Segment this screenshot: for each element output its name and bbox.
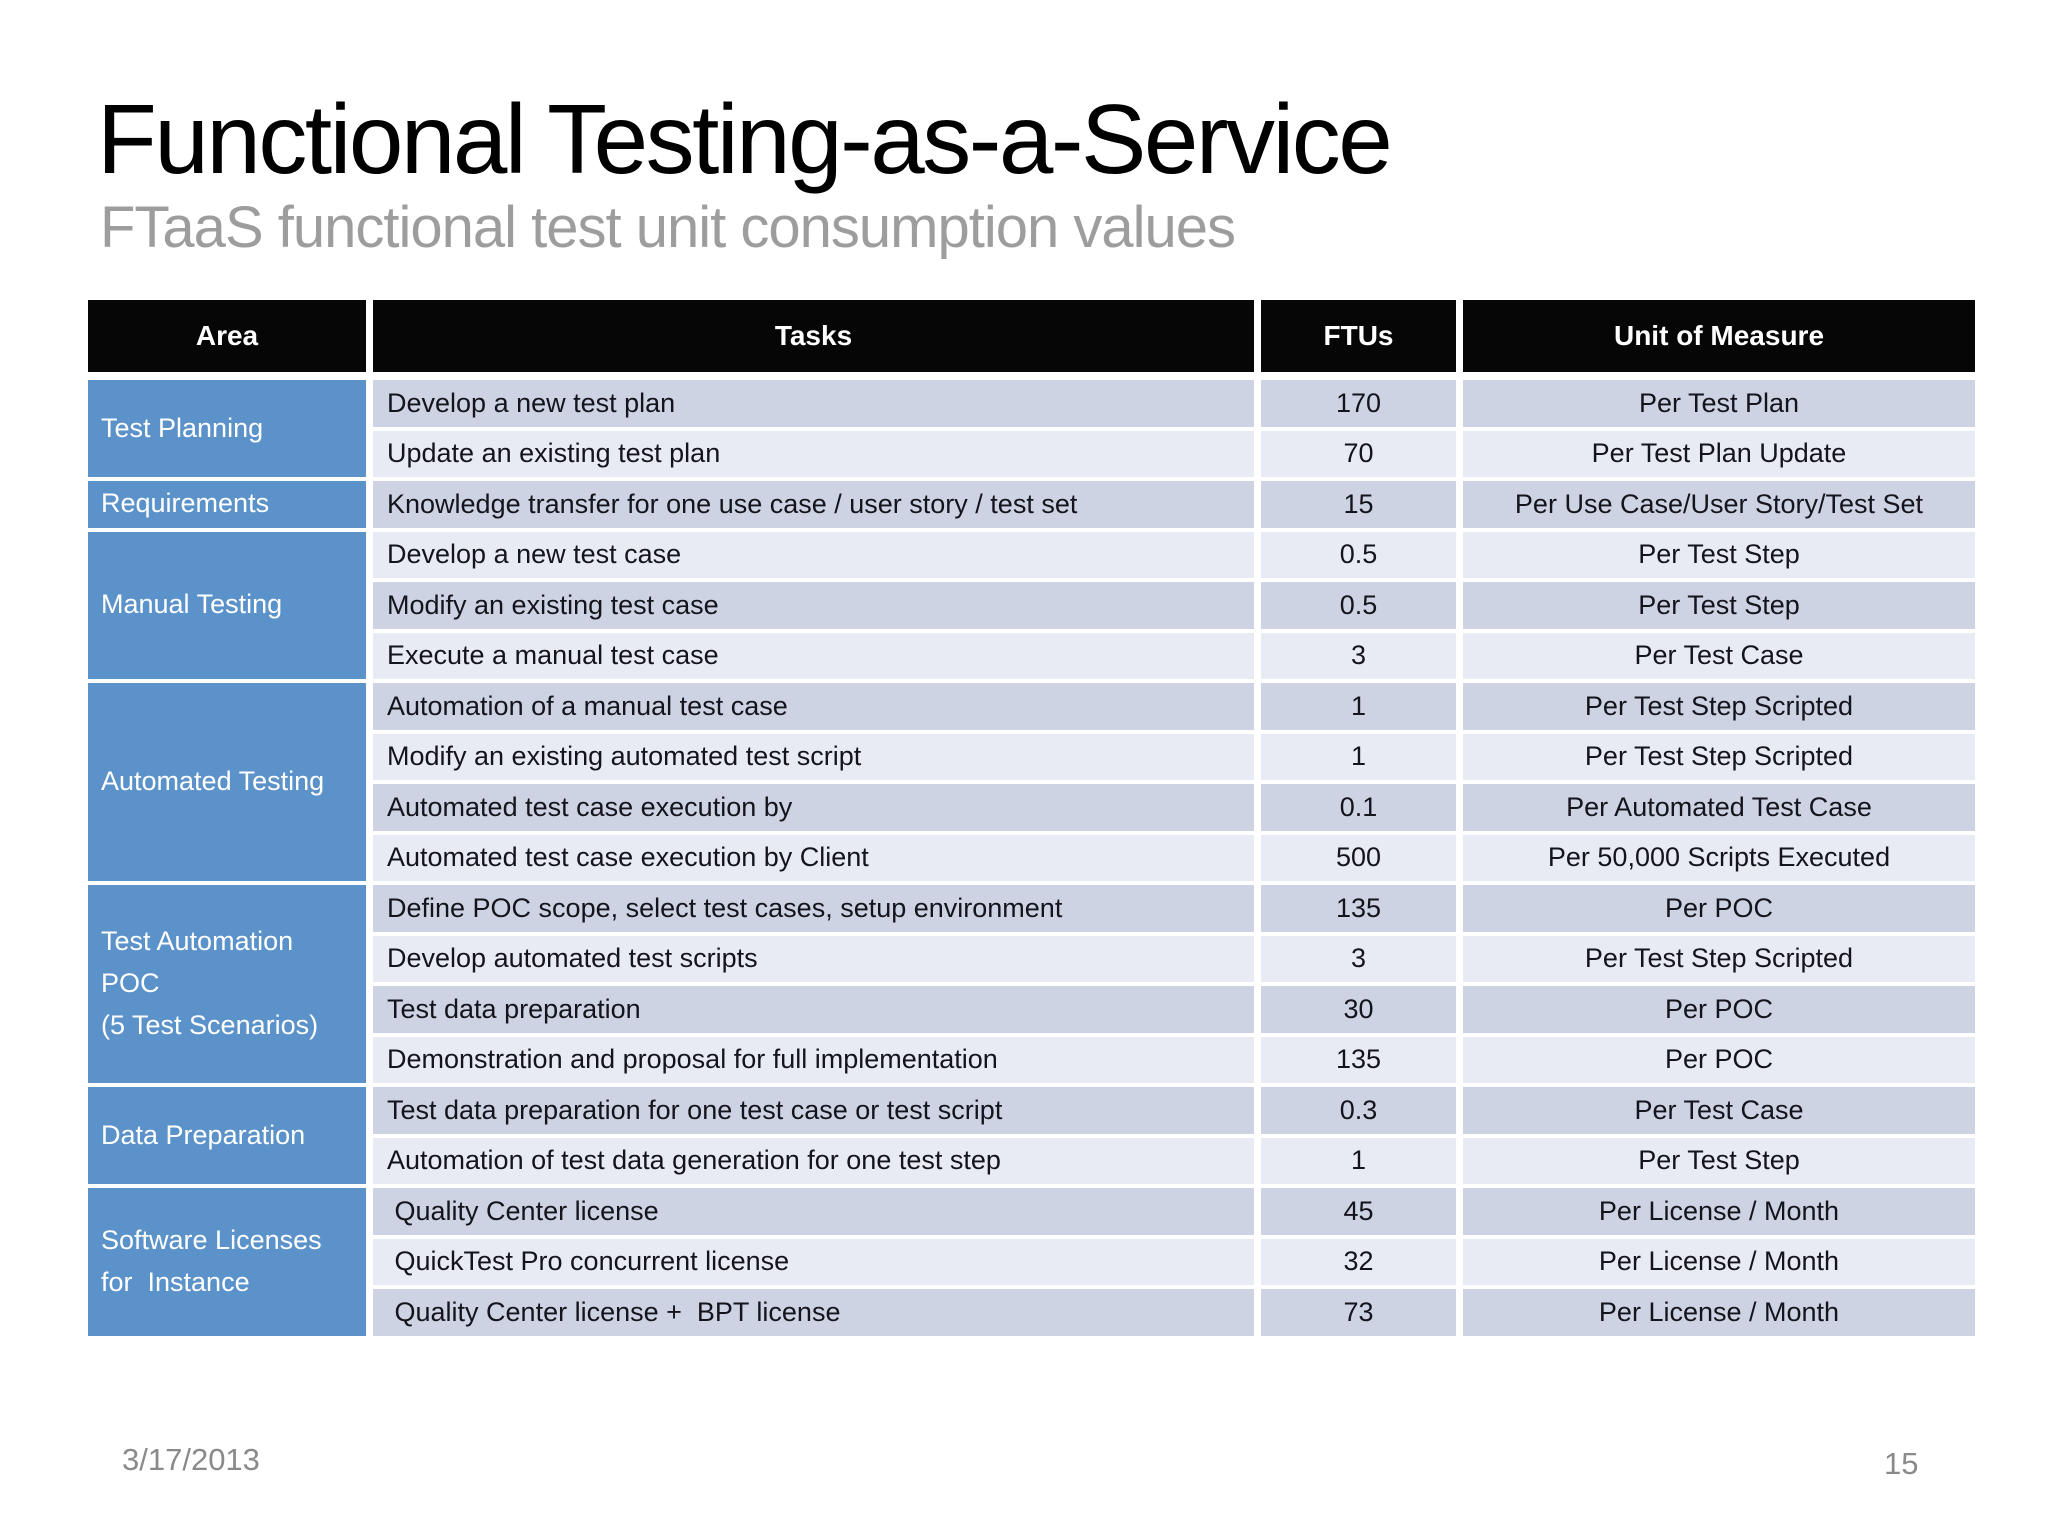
task-cell: Develop a new test plan	[373, 380, 1254, 427]
task-cell: Update an existing test plan	[373, 430, 1254, 477]
area-cell: Test Planning	[88, 380, 366, 477]
ftu-cell: 1	[1261, 733, 1456, 780]
ftu-consumption-table: Area Tasks FTUs Unit of Measure Test Planni…	[88, 300, 1975, 1336]
task-cell: Develop automated test scripts	[373, 935, 1254, 982]
unit-cell: Per Test Step Scripted	[1463, 683, 1975, 730]
task-cell: Execute a manual test case	[373, 632, 1254, 679]
unit-cell: Per Test Step	[1463, 531, 1975, 578]
column-header-area: Area	[88, 300, 366, 372]
table-header-row: Area Tasks FTUs Unit of Measure	[88, 300, 1975, 372]
task-cell: Automated test case execution by Client	[373, 834, 1254, 881]
unit-cell: Per POC	[1463, 885, 1975, 932]
unit-cell: Per Test Plan Update	[1463, 430, 1975, 477]
unit-cell: Per Test Step Scripted	[1463, 935, 1975, 982]
task-cell: QuickTest Pro concurrent license	[373, 1238, 1254, 1285]
page-number: 15	[1884, 1446, 1919, 1481]
unit-cell: Per Test Step	[1463, 1137, 1975, 1184]
column-header-tasks: Tasks	[373, 300, 1254, 372]
ftu-cell: 30	[1261, 986, 1456, 1033]
task-cell: Quality Center license + BPT license	[373, 1289, 1254, 1336]
area-cell: Data Preparation	[88, 1087, 366, 1184]
unit-cell: Per Test Step Scripted	[1463, 733, 1975, 780]
ftu-cell: 1	[1261, 1137, 1456, 1184]
area-cell: Test Automation POC (5 Test Scenarios)	[88, 885, 366, 1083]
task-cell: Quality Center license	[373, 1188, 1254, 1235]
ftu-cell: 170	[1261, 380, 1456, 427]
task-cell: Test data preparation for one test case …	[373, 1087, 1254, 1134]
unit-cell: Per License / Month	[1463, 1289, 1975, 1336]
task-cell: Automation of test data generation for o…	[373, 1137, 1254, 1184]
unit-cell: Per Use Case/User Story/Test Set	[1463, 481, 1975, 528]
unit-cell: Per License / Month	[1463, 1188, 1975, 1235]
ftu-cell: 1	[1261, 683, 1456, 730]
unit-cell: Per POC	[1463, 1036, 1975, 1083]
task-cell: Demonstration and proposal for full impl…	[373, 1036, 1254, 1083]
task-cell: Modify an existing test case	[373, 582, 1254, 629]
ftu-cell: 500	[1261, 834, 1456, 881]
unit-cell: Per 50,000 Scripts Executed	[1463, 834, 1975, 881]
task-cell: Knowledge transfer for one use case / us…	[373, 481, 1254, 528]
ftu-cell: 0.5	[1261, 531, 1456, 578]
ftu-cell: 3	[1261, 632, 1456, 679]
unit-cell: Per Test Step	[1463, 582, 1975, 629]
unit-cell: Per Test Plan	[1463, 380, 1975, 427]
task-cell: Develop a new test case	[373, 531, 1254, 578]
area-cell: Automated Testing	[88, 683, 366, 881]
ftu-cell: 135	[1261, 1036, 1456, 1083]
ftu-cell: 3	[1261, 935, 1456, 982]
unit-cell: Per Test Case	[1463, 1087, 1975, 1134]
slide-title: Functional Testing-as-a-Service	[97, 84, 1393, 194]
area-cell: Requirements	[88, 481, 366, 528]
slide-subtitle: FTaaS functional test unit consumption v…	[100, 195, 1236, 260]
unit-cell: Per Automated Test Case	[1463, 784, 1975, 831]
task-cell: Automation of a manual test case	[373, 683, 1254, 730]
ftu-cell: 0.1	[1261, 784, 1456, 831]
unit-cell: Per License / Month	[1463, 1238, 1975, 1285]
column-header-unit-of-measure: Unit of Measure	[1463, 300, 1975, 372]
task-cell: Define POC scope, select test cases, set…	[373, 885, 1254, 932]
ftu-cell: 0.5	[1261, 582, 1456, 629]
unit-cell: Per Test Case	[1463, 632, 1975, 679]
ftu-cell: 135	[1261, 885, 1456, 932]
area-cell: Software Licenses for Instance	[88, 1188, 366, 1336]
column-header-ftus: FTUs	[1261, 300, 1456, 372]
task-cell: Test data preparation	[373, 986, 1254, 1033]
ftu-cell: 73	[1261, 1289, 1456, 1336]
table-body: Test Planning Develop a new test plan 170 P…	[88, 380, 1975, 1336]
task-cell: Modify an existing automated test script	[373, 733, 1254, 780]
task-cell: Automated test case execution by	[373, 784, 1254, 831]
unit-cell: Per POC	[1463, 986, 1975, 1033]
area-cell: Manual Testing	[88, 531, 366, 679]
ftu-cell: 45	[1261, 1188, 1456, 1235]
ftu-cell: 70	[1261, 430, 1456, 477]
ftu-cell: 0.3	[1261, 1087, 1456, 1134]
ftu-cell: 32	[1261, 1238, 1456, 1285]
ftu-cell: 15	[1261, 481, 1456, 528]
footer-date: 3/17/2013	[122, 1442, 260, 1477]
